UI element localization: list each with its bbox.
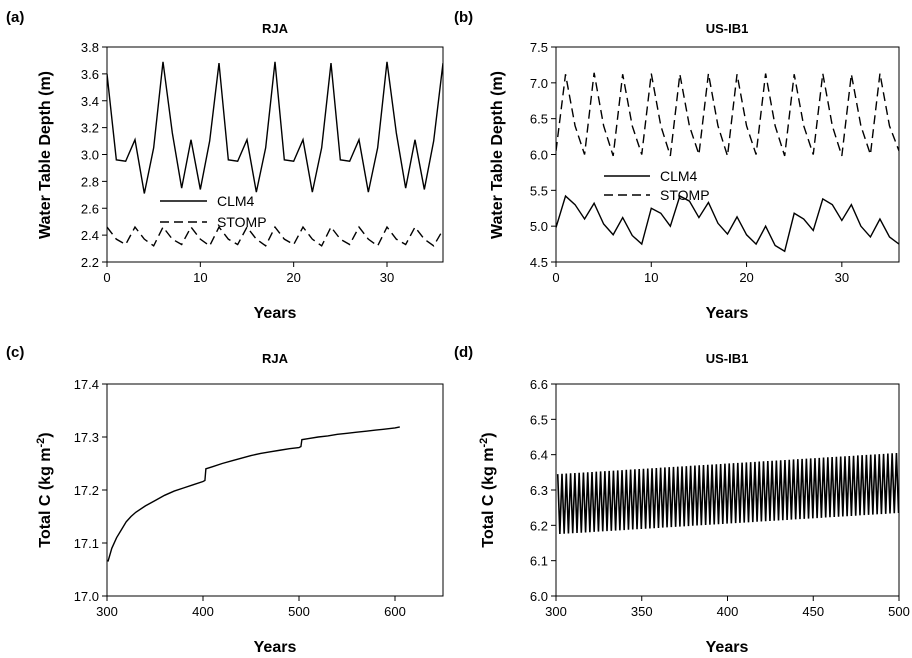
x-tick-label: 300 [96, 604, 118, 619]
plot-frame [106, 46, 444, 263]
y-tick-label: 6.2 [530, 518, 548, 533]
x-tick-label: 400 [717, 604, 739, 619]
x-tick-label: 30 [380, 270, 394, 285]
y-axis-label-main: Total C (kg m [37, 447, 54, 547]
x-tick-label: 20 [286, 270, 300, 285]
y-tick-label: 6.5 [530, 412, 548, 427]
x-tick-label: 600 [384, 604, 406, 619]
x-tick-label: 500 [288, 604, 310, 619]
x-tick-label: 350 [631, 604, 653, 619]
x-axis-label: Years [254, 305, 297, 322]
x-tick-label: 30 [835, 270, 849, 285]
y-tick-label: 17.2 [74, 483, 99, 498]
y-tick-label: 3.2 [81, 121, 99, 136]
y-axis-label-end: ) [37, 432, 54, 437]
y-tick-label: 6.5 [530, 112, 548, 127]
y-axis-label-main: Total C (kg m [480, 447, 497, 547]
plot-frame [106, 383, 444, 597]
x-axis-label: Years [706, 305, 749, 322]
chart-title: RJA [262, 21, 289, 36]
y-tick-label: 7.0 [530, 76, 548, 91]
legend-label-clm4: CLM4 [660, 168, 698, 184]
panel-label: (b) [454, 9, 473, 26]
y-tick-label: 6.6 [530, 377, 548, 392]
x-axis-label: Years [706, 639, 749, 656]
chart-panel-0: (a) RJA 0 10 20 30 2.2 2.4 2.6 2.8 3.0 3.2 3.4 3.6 3.8… [6, 9, 444, 322]
chart-title: US-IB1 [706, 21, 749, 36]
x-tick-label: 500 [888, 604, 910, 619]
legend: CLM4 STOMP [604, 168, 710, 203]
y-tick-label: 17.0 [74, 589, 99, 604]
y-tick-label: 5.0 [530, 219, 548, 234]
y-tick-label: 6.0 [530, 589, 548, 604]
legend-label-stomp: STOMP [660, 187, 710, 203]
y-tick-label: 6.1 [530, 554, 548, 569]
x-tick-label: 400 [192, 604, 214, 619]
series-line-clm4 [107, 61, 443, 194]
series-line-clm4 [556, 194, 899, 253]
chart-panel-1: (b) US-IB1 0 10 20 30 4.5 5.0 5.5 6.0 6.5 7.0 7.5 Yea… [454, 9, 900, 322]
y-tick-label: 2.8 [81, 174, 99, 189]
x-tick-label: 0 [552, 270, 559, 285]
y-tick-label: 7.5 [530, 40, 548, 55]
y-tick-label: 4.5 [530, 255, 548, 270]
series-line-total-c [107, 426, 400, 562]
x-tick-label: 0 [103, 270, 110, 285]
y-axis-label-superscript: -2 [478, 438, 490, 448]
panel-label: (c) [6, 344, 24, 361]
x-tick-label: 450 [802, 604, 824, 619]
chart-panel-2: (c) RJA 300 400 500 600 17.0 17.1 17.2 17.3 17.4 Ye… [6, 344, 444, 656]
chart-panel-3: (d) US-IB1 300 350 400 450 500 6.0 6.1 6.2 6.3 6.4 6… [454, 344, 910, 656]
y-axis-label-end: ) [480, 432, 497, 437]
y-tick-label: 3.4 [81, 94, 99, 109]
y-tick-label: 3.6 [81, 67, 99, 82]
chart-title: RJA [262, 351, 289, 366]
y-axis-label: Total C (kg m-2) [478, 432, 497, 547]
legend-label-stomp: STOMP [217, 214, 267, 230]
y-tick-label: 6.4 [530, 448, 548, 463]
y-tick-label: 17.1 [74, 536, 99, 551]
y-tick-label: 17.4 [74, 377, 99, 392]
series-line-stomp [107, 225, 443, 247]
y-axis-label: Water Table Depth (m) [37, 71, 54, 239]
panel-label: (d) [454, 344, 473, 361]
y-axis-label-superscript: -2 [35, 438, 47, 448]
y-tick-label: 2.4 [81, 228, 99, 243]
y-tick-label: 3.0 [81, 148, 99, 163]
x-axis-label: Years [254, 639, 297, 656]
y-axis-label: Total C (kg m-2) [35, 432, 54, 547]
series-line-stomp [556, 72, 899, 157]
panel-label: (a) [6, 9, 24, 26]
y-tick-label: 6.0 [530, 148, 548, 163]
legend-label-clm4: CLM4 [217, 193, 255, 209]
y-tick-label: 5.5 [530, 183, 548, 198]
series-line-total-c [556, 453, 899, 535]
x-tick-label: 10 [644, 270, 658, 285]
x-tick-label: 300 [545, 604, 567, 619]
x-tick-label: 10 [193, 270, 207, 285]
x-tick-label: 20 [739, 270, 753, 285]
y-tick-label: 6.3 [530, 483, 548, 498]
y-tick-label: 2.2 [81, 255, 99, 270]
y-axis-label: Water Table Depth (m) [489, 71, 506, 239]
legend: CLM4 STOMP [160, 193, 267, 230]
y-tick-label: 3.8 [81, 40, 99, 55]
chart-title: US-IB1 [706, 351, 749, 366]
y-tick-label: 17.3 [74, 430, 99, 445]
y-tick-label: 2.6 [81, 201, 99, 216]
